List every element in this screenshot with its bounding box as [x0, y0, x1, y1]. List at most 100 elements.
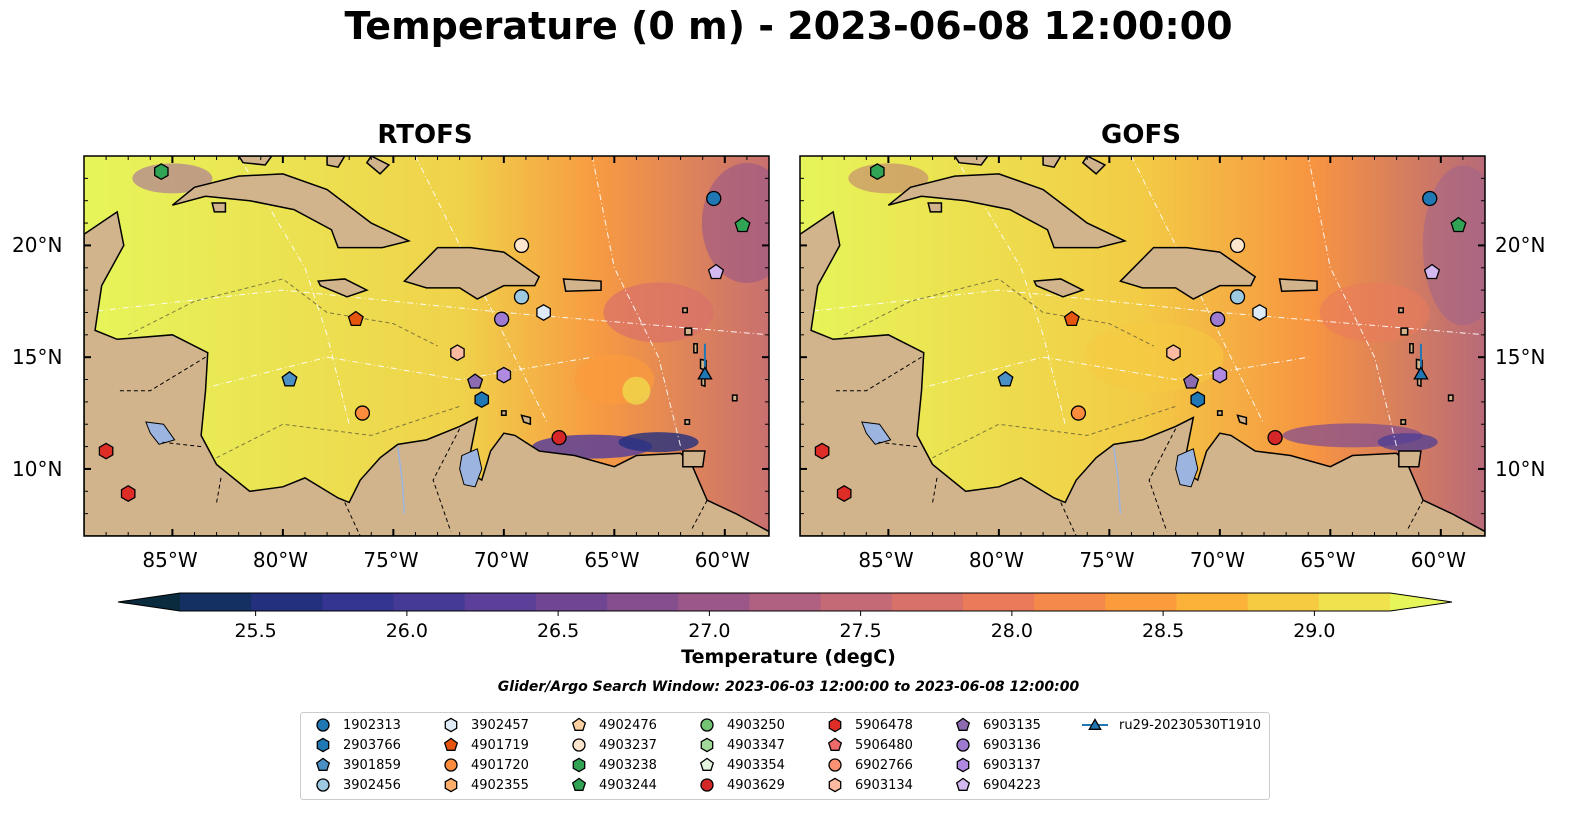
float-marker	[997, 370, 1014, 387]
country-border	[344, 502, 361, 536]
temperature-patch	[622, 376, 651, 405]
legend-label: 4903354	[727, 757, 785, 773]
lat-tick-label: 10°N	[12, 456, 63, 481]
legend-pentagon-icon	[443, 737, 459, 751]
float-marker	[706, 190, 722, 207]
legend-item: 3902456	[313, 775, 401, 795]
lat-tick-label: 20°N	[1495, 233, 1546, 258]
eez-boundary	[1131, 156, 1265, 425]
colorbar-tick-label: 25.5	[234, 620, 277, 642]
colorbar-bin	[749, 593, 822, 611]
lat-tick-label: 15°N	[12, 345, 63, 370]
lon-tick-label: 60°W	[1410, 548, 1467, 572]
colorbar-tick-label: 28.0	[990, 620, 1034, 642]
float-marker	[120, 485, 136, 502]
float-marker	[1166, 344, 1181, 362]
legend-label: 6903137	[983, 757, 1041, 773]
lon-tick-label: 65°W	[1300, 548, 1356, 572]
land	[520, 414, 532, 426]
land	[1118, 246, 1257, 300]
legend-marker-icon	[444, 777, 458, 793]
float-marker	[1070, 405, 1087, 421]
float-marker	[1423, 263, 1441, 280]
legend-label: 6903136	[983, 737, 1041, 753]
legend-label: 4903250	[727, 717, 785, 733]
legend-marker-icon	[316, 718, 330, 732]
legend-hexagon-icon	[316, 737, 330, 753]
map-gofs	[800, 156, 1485, 536]
temperature-patch	[132, 163, 213, 194]
land	[171, 173, 412, 249]
legend-marker-icon	[572, 757, 586, 773]
float-marker	[1063, 310, 1080, 327]
legend-label: 6902766	[855, 757, 913, 773]
colorbar-extend-low	[118, 593, 180, 611]
land	[953, 156, 989, 166]
legend-item: 5906480	[825, 735, 913, 755]
land	[326, 156, 346, 169]
float-marker	[551, 429, 567, 446]
land	[237, 156, 273, 166]
legend-marker-icon	[315, 757, 331, 771]
lon-tick-label: 70°W	[1189, 548, 1246, 572]
float-marker	[98, 442, 114, 460]
legend-item: 6903137	[953, 755, 1041, 775]
land	[682, 450, 706, 468]
land	[684, 419, 691, 425]
colorbar-bin	[322, 593, 395, 611]
float-marker	[513, 237, 530, 254]
panel-title-gofs: GOFS	[1101, 120, 1181, 150]
legend-marker-icon	[828, 758, 842, 772]
country-border	[117, 356, 206, 392]
legend-circle-icon	[572, 738, 586, 752]
land	[211, 202, 227, 213]
legend-item: 4902355	[441, 775, 529, 795]
float-marker	[354, 405, 371, 421]
legend-item: 3901859	[313, 755, 401, 775]
legend-item: 4903354	[697, 755, 785, 775]
legend-label: 4903629	[727, 777, 785, 793]
eez-boundary	[800, 289, 1485, 336]
colorbar-tick-label: 29.0	[1293, 620, 1336, 642]
float-marker	[734, 216, 751, 233]
lake	[861, 421, 892, 445]
land	[693, 343, 698, 354]
float-marker	[1229, 289, 1246, 305]
search-window-note: Glider/Argo Search Window: 2023-06-03 12…	[497, 679, 1080, 695]
float-marker	[1190, 391, 1206, 409]
legend-circle-icon	[444, 758, 458, 772]
lon-tick-label: 80°W	[968, 548, 1025, 572]
float-marker	[493, 311, 510, 327]
legend-hexagon-icon	[444, 717, 458, 733]
country-border	[1407, 500, 1424, 530]
legend-marker-icon	[700, 718, 714, 732]
float-marker	[814, 442, 830, 460]
legend-marker-icon	[444, 758, 458, 772]
land	[1236, 414, 1248, 426]
land	[365, 156, 391, 175]
float-marker	[836, 485, 852, 502]
legend-hexagon-icon	[956, 757, 970, 773]
lon-tick-label: 60°W	[694, 548, 751, 572]
legend-hexagon-icon	[828, 777, 842, 793]
legend-item: 4903238	[569, 755, 657, 775]
land	[1447, 394, 1454, 402]
legend-marker-icon	[316, 778, 330, 792]
temperature-patch	[618, 432, 699, 453]
bathymetry-contour	[932, 405, 1176, 459]
eez-boundary	[591, 156, 682, 447]
land	[682, 307, 688, 314]
eez-boundary	[954, 156, 1066, 425]
land	[1409, 343, 1414, 354]
legend-item: 6903136	[953, 735, 1041, 755]
colorbar-label: Temperature (degC)	[681, 646, 896, 668]
land	[1216, 410, 1223, 417]
eez-boundary	[1307, 156, 1398, 447]
legend-label: 4901719	[471, 737, 529, 753]
panel-title-rtofs: RTOFS	[377, 120, 473, 150]
legend-marker-icon	[572, 738, 586, 752]
legend-item: ru29-20230530T1910	[1081, 715, 1261, 735]
legend-label: 6903135	[983, 717, 1041, 733]
legend-hexagon-icon	[700, 737, 714, 753]
float-marker	[347, 310, 364, 327]
